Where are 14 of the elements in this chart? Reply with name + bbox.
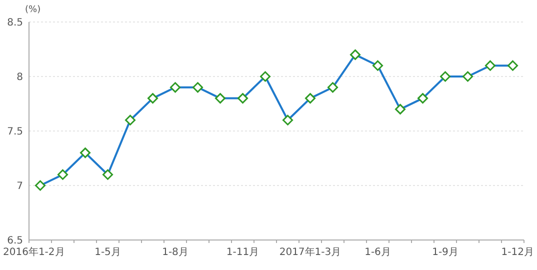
x-tick-label: 1-8月 [162, 247, 188, 258]
x-tick-label: 2017年1-3月 [279, 246, 342, 258]
y-tick-label: 6.5 [7, 236, 23, 246]
x-tick-label: 1-11月 [226, 247, 260, 258]
y-tick-label: 7 [16, 181, 23, 192]
y-tick-label: 7.5 [7, 126, 23, 138]
y-axis-title: (%) [25, 5, 41, 15]
x-tick-label: 2016年1-2月 [3, 246, 65, 258]
x-tick-label: 1-5月 [94, 247, 121, 258]
x-tick-label: 1-12月 [501, 247, 534, 258]
x-tick-label: 1-9月 [432, 247, 458, 258]
x-tick-label: 1-6月 [364, 247, 391, 258]
y-tick-label: 8 [16, 72, 23, 83]
y-tick-label: 8.5 [7, 18, 23, 28]
